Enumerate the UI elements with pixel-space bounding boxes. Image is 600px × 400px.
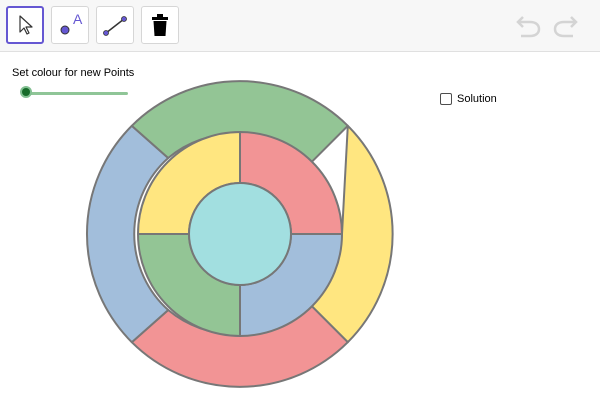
center-circle[interactable]: [188, 182, 292, 286]
redo-button[interactable]: [550, 12, 582, 40]
redo-icon: [553, 16, 578, 38]
point-tool-button[interactable]: A: [51, 6, 89, 44]
slider-label: Set colour for new Points: [12, 67, 135, 79]
slider-track: [28, 92, 128, 95]
segment-icon: [103, 16, 127, 36]
point-label-icon: A: [60, 11, 83, 35]
move-tool-button[interactable]: [6, 6, 44, 44]
toolbar: A: [0, 0, 600, 52]
slider-thumb[interactable]: [20, 86, 32, 98]
point-label-text: A: [73, 11, 83, 27]
colour-slider[interactable]: [20, 85, 132, 103]
outer-ring-segment-3[interactable]: [85, 124, 170, 344]
solution-label: Solution: [457, 93, 497, 105]
undo-button[interactable]: [512, 12, 544, 40]
undo-icon: [516, 16, 541, 38]
delete-tool-button[interactable]: [141, 6, 179, 44]
colouring-diagram[interactable]: [80, 80, 400, 394]
arrow-pointer-icon: [19, 15, 33, 35]
solution-checkbox-group[interactable]: Solution: [440, 93, 497, 105]
segment-tool-button[interactable]: [96, 6, 134, 44]
trash-icon: [152, 14, 168, 36]
solution-checkbox[interactable]: [440, 93, 452, 105]
